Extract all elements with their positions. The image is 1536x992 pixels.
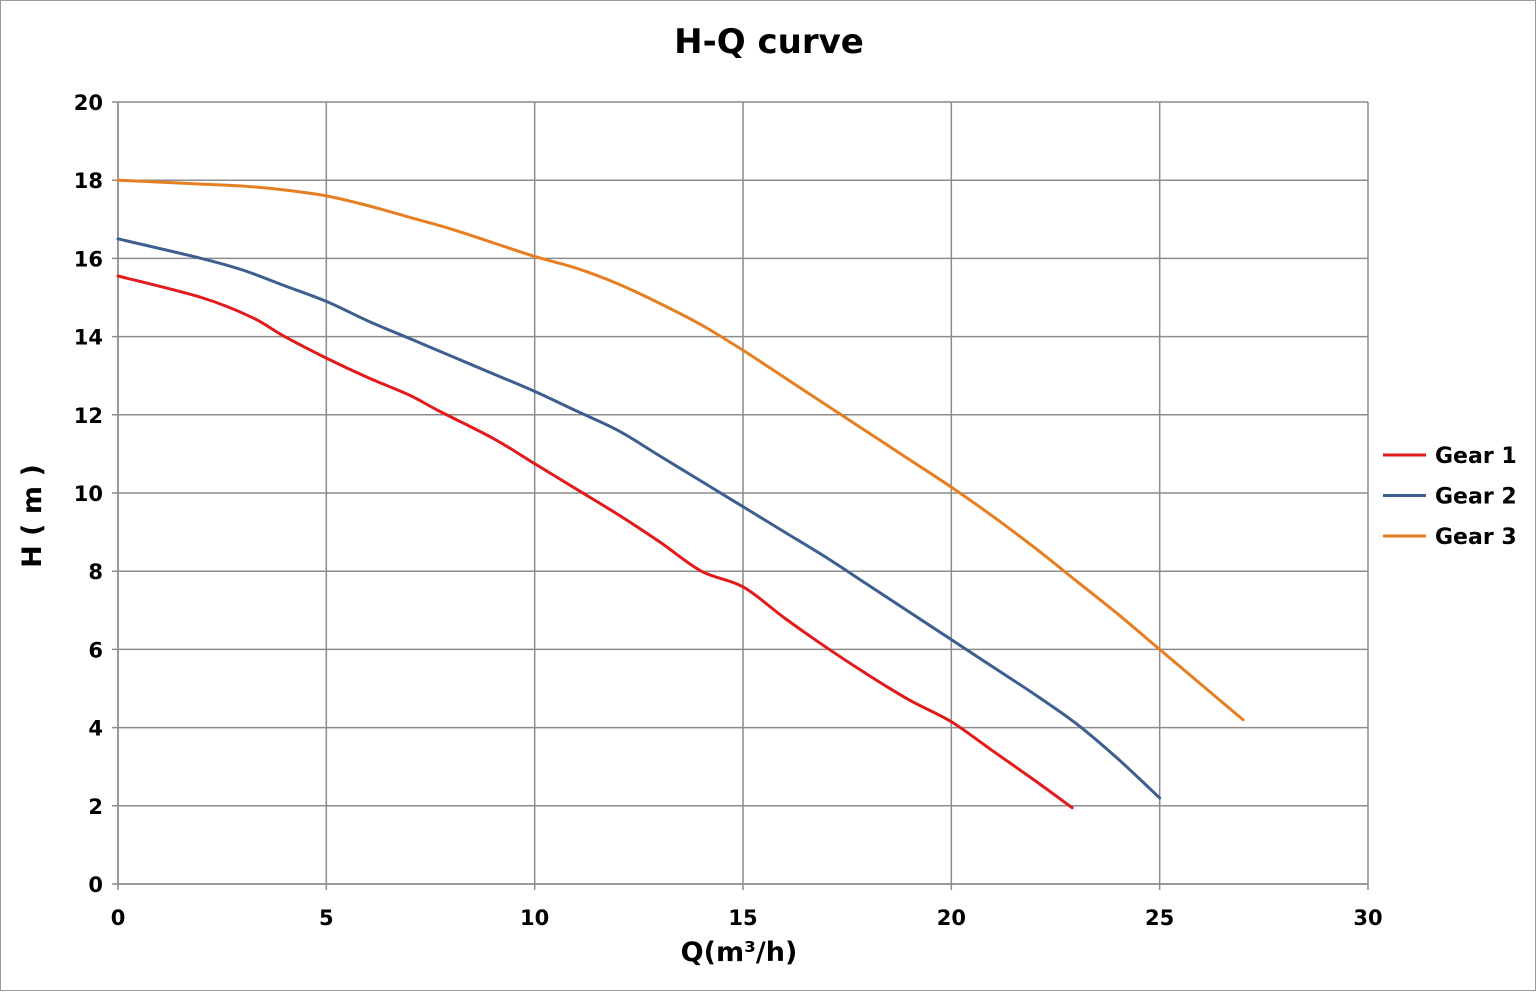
chart-title: H-Q curve: [674, 22, 864, 62]
y-tick-label-12: 12: [74, 404, 103, 428]
y-tick-label-2: 2: [88, 795, 103, 819]
legend: Gear 1 Gear 2 Gear 3: [1383, 444, 1517, 550]
y-tick-label-6: 6: [88, 638, 103, 662]
y-tick-label-8: 8: [88, 560, 103, 584]
x-tick-label-25: 25: [1145, 906, 1174, 930]
y-tick-labels: 0 2 4 6 8 10 12 14 16 18 20: [74, 91, 103, 897]
y-tick-label-20: 20: [74, 91, 103, 115]
legend-label-gear-2: Gear 2: [1435, 485, 1517, 510]
y-tick-label-4: 4: [88, 717, 103, 741]
grid: [112, 101, 1369, 890]
x-tick-label-30: 30: [1353, 906, 1382, 930]
series-lines: [116, 178, 1245, 810]
x-tick-label-10: 10: [520, 906, 549, 930]
legend-label-gear-3: Gear 3: [1435, 525, 1517, 550]
x-tick-label-20: 20: [937, 906, 966, 930]
legend-label-gear-1: Gear 1: [1435, 444, 1517, 469]
y-tick-label-16: 16: [74, 247, 103, 271]
y-tick-label-18: 18: [74, 169, 103, 193]
series-line-gear-2: [116, 237, 1162, 800]
x-axis-label: Q(m³/h): [681, 937, 798, 968]
series-line-gear-1: [116, 274, 1074, 810]
x-tick-labels: 0 5 10 15 20 25 30: [111, 906, 1383, 930]
series-line-gear-3: [116, 178, 1245, 722]
y-tick-label-10: 10: [74, 482, 103, 506]
x-tick-label-0: 0: [111, 906, 126, 930]
x-tick-label-15: 15: [728, 906, 757, 930]
y-tick-label-0: 0: [88, 873, 103, 897]
y-axis-label: H ( m ): [17, 464, 48, 568]
x-tick-label-5: 5: [319, 906, 334, 930]
y-tick-label-14: 14: [74, 326, 103, 350]
